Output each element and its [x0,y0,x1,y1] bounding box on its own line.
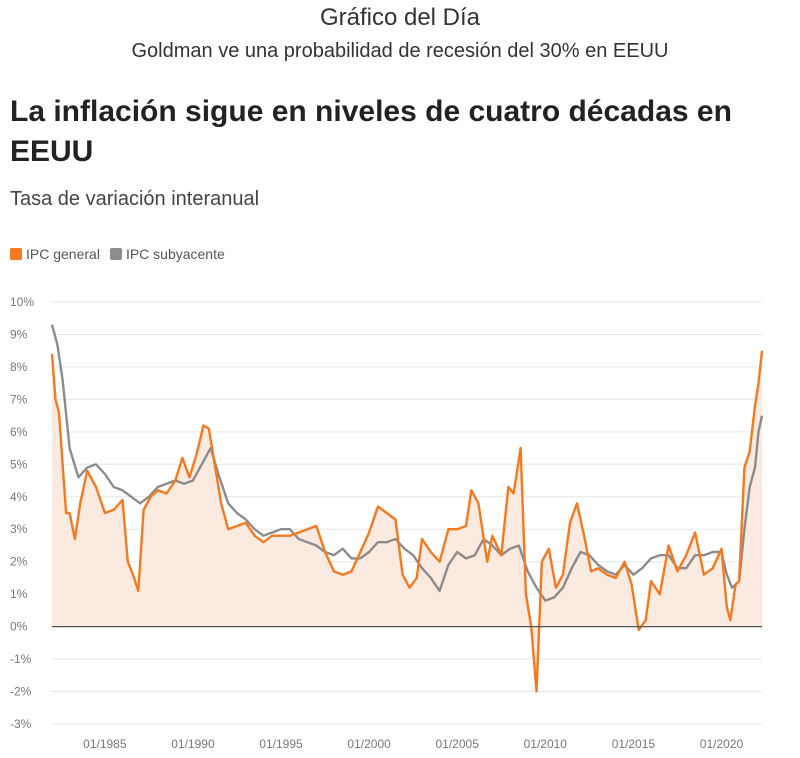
legend-swatch-general [10,248,22,260]
x-tick-label: 01/2020 [700,737,744,751]
y-tick-label: 1% [10,587,28,601]
y-tick-label: 10% [10,295,34,309]
legend-label-general: IPC general [26,246,100,262]
y-tick-label: -3% [10,717,32,731]
y-tick-label: 4% [10,490,28,504]
line-chart: 10% 9% 8% 7% 6% 5% 4% 3% 2% 1% 0% -1% -2% -3% 01/1985 0… [10,295,764,751]
y-tick-label: 9% [10,327,28,341]
series-layer [50,324,764,693]
y-tick-label: 5% [10,457,28,471]
x-tick-label: 01/2010 [524,737,568,751]
area-layer [52,350,762,692]
chart-title: La inflación sigue en niveles de cuatro … [10,95,732,168]
legend-item-subyacente[interactable]: IPC subyacente [109,246,225,262]
y-tick-label: 8% [10,360,28,374]
chart-subtitle: Tasa de variación interanual [10,188,260,210]
y-tick-label: -2% [10,685,32,699]
y-tick-label: 3% [10,522,28,536]
x-tick-label: 01/1995 [259,737,303,751]
legend-item-general[interactable]: IPC general [10,246,100,262]
y-tick-label: 0% [10,620,28,634]
x-tick-label: 01/2000 [347,737,391,751]
legend: IPC general IPC subyacente [10,246,225,262]
legend-label-subyacente: IPC subyacente [125,246,225,262]
x-tick-label: 01/2015 [612,737,656,751]
y-tick-label: 7% [10,392,28,406]
y-tick-label: 2% [10,555,28,569]
x-tick-label: 01/1985 [83,737,127,751]
area-general [52,350,762,692]
legend-swatch-subyacente [109,248,122,260]
x-tick-label: 01/2005 [436,737,480,751]
y-tick-label: 6% [10,425,28,439]
axis-layer: 10% 9% 8% 7% 6% 5% 4% 3% 2% 1% 0% -1% -2% -3% 01/1985 0… [10,295,762,751]
page-title: Gráfico del Día [319,4,481,31]
y-tick-label: -1% [10,652,32,666]
page-subtitle: Goldman ve una probabilidad de recesión … [131,40,669,62]
series-line-general [50,350,764,693]
x-tick-label: 01/1990 [171,737,215,751]
